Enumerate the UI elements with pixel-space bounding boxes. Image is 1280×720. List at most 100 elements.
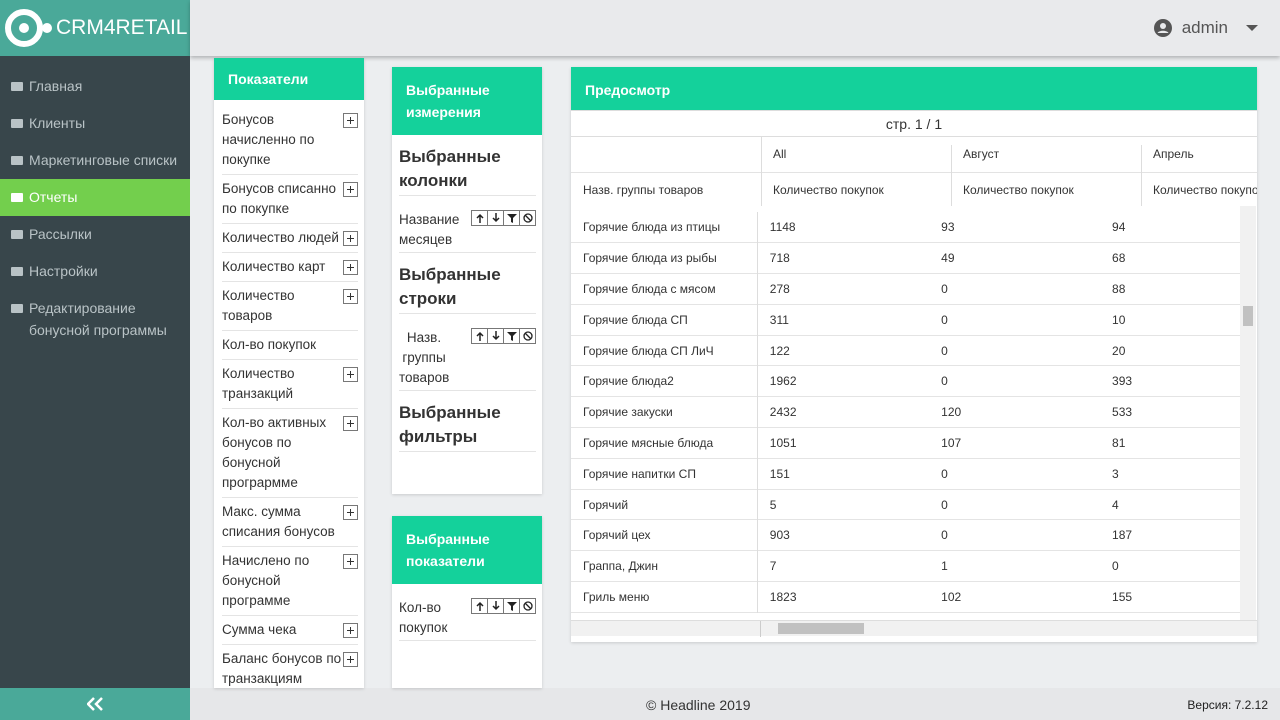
brand-name: CRM4RETAIL (56, 16, 188, 39)
nav-icon (11, 193, 23, 202)
nav-item[interactable]: Настройки (0, 253, 190, 290)
value-cell: 0 (941, 281, 948, 296)
value-cell: 187 (1112, 528, 1133, 543)
nav-label: Настройки (29, 263, 98, 279)
indicator-label: Сумма чека (222, 622, 297, 637)
sidebar: Главная Клиенты Маркетинговые списки Отчеты… (0, 56, 190, 688)
indicator-label: Количество товаров (222, 288, 295, 323)
add-button[interactable] (343, 554, 358, 569)
value-cell: 94 (1112, 220, 1126, 235)
table-row: Горячие блюда2 1962 0 393 (571, 365, 1240, 397)
filter-button[interactable] (503, 210, 520, 226)
value-cell: 0 (941, 374, 948, 389)
table-row: Горячие блюда из рыбы 718 49 68 (571, 242, 1240, 274)
nav-spacer (0, 56, 190, 68)
table-row: Горячие напитки СП 151 0 3 (571, 458, 1240, 490)
add-button[interactable] (343, 652, 358, 667)
value-cell: 5 (756, 489, 930, 520)
add-button[interactable] (343, 113, 358, 128)
nav-item[interactable]: Маркетинговые списки (0, 142, 190, 179)
move-up-button[interactable] (471, 210, 488, 226)
value-cell: 1148 (756, 212, 930, 243)
user-menu[interactable]: admin (1153, 18, 1258, 38)
nav-item[interactable]: Рассылки (0, 216, 190, 253)
indicator-item: Количество транзакций (222, 360, 358, 409)
table-row: Горячий цех 903 0 187 (571, 519, 1240, 551)
scroll-thumb[interactable] (778, 623, 864, 634)
move-up-button[interactable] (471, 598, 488, 614)
group-cell: Горячие закуски (583, 405, 673, 420)
remove-button[interactable] (519, 598, 536, 614)
add-button[interactable] (343, 260, 358, 275)
user-icon (1153, 19, 1172, 37)
dimensions-panel: Выбранные измерения Выбранные колонки Наз… (392, 67, 542, 494)
group-cell: Горячие блюда2 (583, 374, 674, 389)
indicator-item: Количество товаров (222, 282, 358, 331)
move-down-button[interactable] (487, 328, 504, 344)
column-divider (951, 145, 952, 206)
value-cell: 4 (1112, 497, 1119, 512)
nav-item[interactable]: Главная (0, 68, 190, 105)
move-down-button[interactable] (487, 598, 504, 614)
nav-item[interactable]: Редактирование бонусной программы (0, 290, 190, 346)
remove-button[interactable] (519, 210, 536, 226)
btn-icon (475, 213, 484, 223)
table-row: Горячие закуски 2432 120 533 (571, 396, 1240, 428)
column-header: Август (963, 147, 1000, 161)
value-cell: 68 (1112, 251, 1126, 266)
add-button[interactable] (343, 416, 358, 431)
indicator-item: Макс. сумма списания бонусов (222, 498, 358, 547)
indicator-item: Кол-во активных бонусов по бонусной прог… (222, 409, 358, 498)
btn-icon (475, 331, 484, 341)
table-row: Горячие блюда из птицы 1148 93 94 (571, 212, 1240, 243)
panel-title: Предосмотр (571, 67, 1257, 110)
nav-label: Рассылки (29, 226, 92, 242)
value-cell: 151 (756, 458, 930, 490)
selected-indicators-panel: Выбранные показатели Кол-во покупок (392, 516, 542, 688)
value-cell: 533 (1112, 405, 1133, 420)
dimension-label: Назв. группы товаров (399, 330, 450, 385)
group-cell: Горячие блюда из птицы (583, 220, 721, 235)
group-cell: Горячие блюда СП ЛиЧ (583, 343, 714, 358)
horizontal-scrollbar[interactable] (571, 620, 1257, 637)
action-buttons (471, 328, 536, 388)
table-row: Гриль меню 1823 102 155 (571, 581, 1240, 613)
nav-item[interactable]: Отчеты (0, 179, 190, 216)
nav-item[interactable]: Клиенты (0, 105, 190, 142)
group-cell: Горячие блюда из рыбы (583, 251, 717, 266)
value-cell: 0 (941, 343, 948, 358)
group-cell: Горячие напитки СП (583, 466, 696, 481)
scroll-thumb[interactable] (1243, 306, 1253, 326)
value-cell: 10 (1112, 312, 1126, 327)
filter-button[interactable] (503, 598, 520, 614)
column-header: All (773, 147, 787, 161)
add-button[interactable] (343, 623, 358, 638)
filter-button[interactable] (503, 328, 520, 344)
measure-header: Количество покупок (1153, 183, 1257, 197)
vertical-scrollbar[interactable] (1240, 206, 1256, 620)
value-cell: 155 (1112, 589, 1133, 604)
value-cell: 81 (1112, 435, 1126, 450)
group-cell: Гриль меню (583, 589, 650, 604)
btn-icon (522, 331, 533, 341)
move-up-button[interactable] (471, 328, 488, 344)
move-down-button[interactable] (487, 210, 504, 226)
nav-label: Отчеты (29, 189, 78, 205)
add-button[interactable] (343, 367, 358, 382)
top-bar: admin (190, 0, 1280, 56)
indicator-item: Бонусов начисленно по покупке (222, 106, 358, 175)
indicator-item: Бонусов списанно по покупке (222, 175, 358, 224)
group-cell: Горячие блюда СП (583, 312, 688, 327)
add-button[interactable] (343, 289, 358, 304)
remove-button[interactable] (519, 328, 536, 344)
collapse-button[interactable] (0, 688, 190, 720)
column-header: Апрель (1153, 147, 1194, 161)
table-row: Горячие блюда СП ЛиЧ 122 0 20 (571, 335, 1240, 366)
table-body: Горячие блюда из птицы 1148 93 94 Горячие бл… (571, 206, 1240, 620)
add-button[interactable] (343, 182, 358, 197)
indicator-label: Бонусов списанно по покупке (222, 181, 337, 216)
add-button[interactable] (343, 231, 358, 246)
value-cell: 120 (941, 405, 962, 420)
add-button[interactable] (343, 505, 358, 520)
header-divider (571, 172, 1257, 173)
